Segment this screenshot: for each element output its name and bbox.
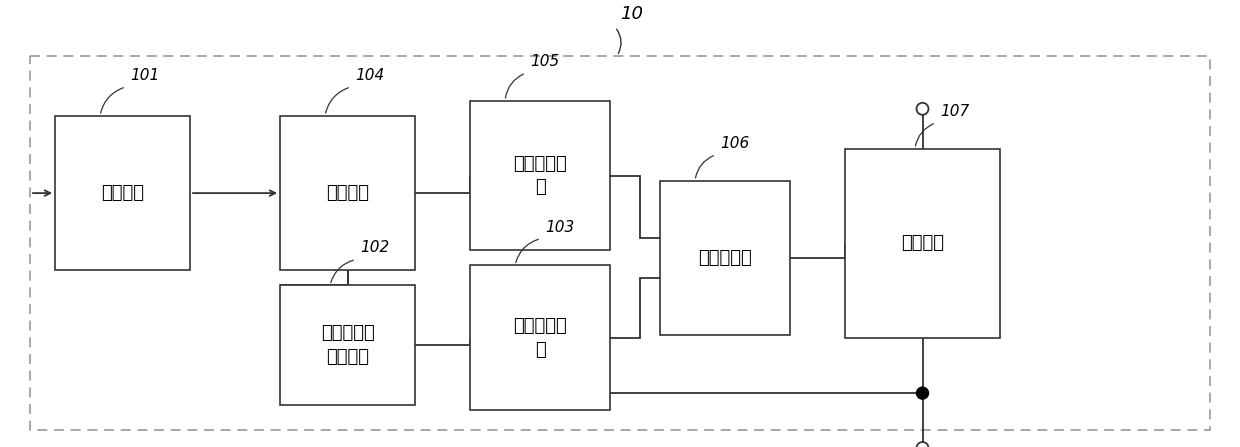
Circle shape — [916, 442, 929, 447]
Bar — [30, 56, 1210, 430]
Bar — [844, 149, 999, 338]
Bar — [280, 116, 415, 270]
Text: 触发器模块: 触发器模块 — [698, 249, 751, 267]
Bar — [470, 101, 610, 250]
Circle shape — [916, 103, 929, 115]
Text: 106: 106 — [720, 136, 749, 151]
Text: 最大值电压
选取模块: 最大值电压 选取模块 — [321, 325, 374, 366]
Text: 滤波模块: 滤波模块 — [100, 184, 144, 202]
Text: 10: 10 — [620, 5, 644, 23]
Bar — [470, 266, 610, 410]
Bar — [55, 116, 190, 270]
Bar — [280, 285, 415, 405]
Text: 105: 105 — [529, 54, 559, 69]
Circle shape — [916, 387, 929, 399]
Text: 第一比较模
块: 第一比较模 块 — [513, 317, 567, 358]
Text: 107: 107 — [940, 104, 970, 119]
Text: 103: 103 — [546, 219, 574, 235]
Text: 开关模块: 开关模块 — [901, 235, 944, 253]
Text: 跟随模块: 跟随模块 — [326, 184, 370, 202]
Text: 第二比较模
块: 第二比较模 块 — [513, 155, 567, 196]
Bar — [660, 181, 790, 335]
Text: 102: 102 — [360, 240, 389, 255]
Text: 101: 101 — [130, 68, 159, 83]
Text: 104: 104 — [355, 68, 384, 83]
